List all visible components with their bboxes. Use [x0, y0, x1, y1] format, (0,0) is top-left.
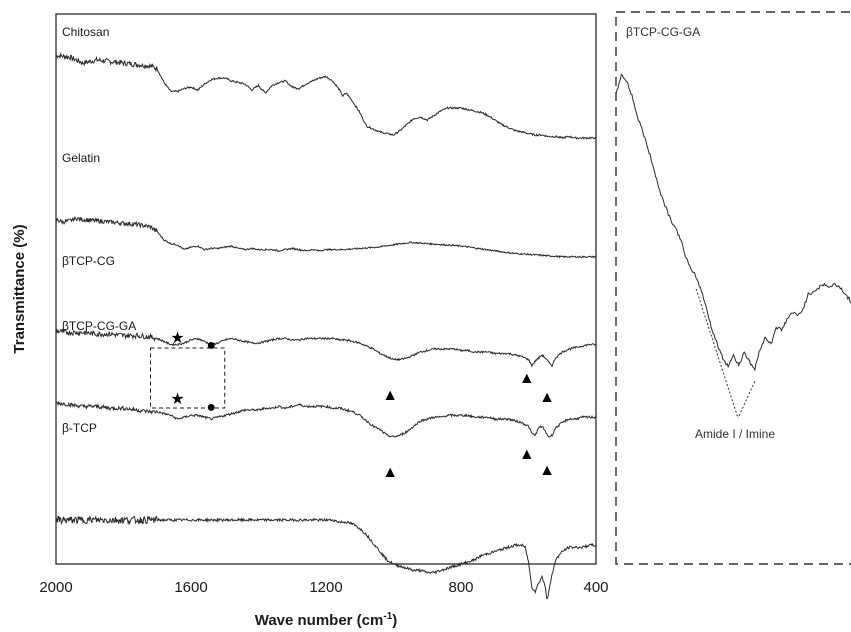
zoom-series-group [615, 73, 851, 372]
zoom-annotation-group: Amide I / Imine [695, 288, 775, 441]
x-tick-label: 1600 [174, 579, 207, 596]
peak-marker-triangle: ▲ [382, 387, 398, 404]
peak-marker-triangle: ▲ [539, 389, 555, 406]
zoom-panel-title: βTCP-CG-GA [626, 25, 700, 39]
series-labels-group: Chitosan Gelatin βTCP-CG βTCP-CG-GA β-TCP [62, 25, 136, 435]
x-tick-labels-group: 2000 1600 1200 800 400 [39, 579, 608, 596]
main-ftir-panel: Chitosan Gelatin βTCP-CG βTCP-CG-GA β-TCP ★ ●… [11, 13, 609, 629]
x-tick-label: 2000 [39, 579, 72, 596]
peak-markers-group: ★ ●▲▲▲★ ●▲▲▲ [170, 330, 555, 481]
series-label-gelatin: Gelatin [62, 151, 100, 165]
peak-marker-triangle: ▲ [519, 446, 535, 463]
series-label-tcp: β-TCP [62, 421, 97, 435]
series-line-tcp [55, 515, 597, 600]
x-axis-label-main: Wave number (cm [255, 612, 384, 629]
zoom-series-line-btcp-cg-ga [615, 73, 851, 372]
x-tick-label: 1200 [309, 579, 342, 596]
annotation-leader-line [737, 381, 756, 419]
zoom-panel-frame [615, 11, 851, 565]
x-axis-label-superscript: -1 [383, 611, 392, 622]
series-line-chitosan [55, 52, 597, 140]
x-tick-label: 800 [448, 579, 473, 596]
peak-marker-star: ★ [170, 391, 184, 408]
peak-marker-triangle: ▲ [539, 462, 555, 479]
peak-marker-triangle: ▲ [519, 370, 535, 387]
series-label-tcp-cg-ga: βTCP-CG-GA [62, 319, 136, 333]
zoom-highlight-box [150, 347, 226, 409]
main-series-group [55, 52, 597, 600]
x-axis-label-suffix: ) [392, 612, 397, 629]
series-line-tcp-cg [55, 328, 597, 368]
zoom-inset-panel: βTCP-CG-GA Amide I / Imine [615, 11, 851, 565]
x-tick-label: 400 [583, 579, 608, 596]
series-line-tcp-cg-ga [55, 400, 597, 438]
peak-marker-triangle: ▲ [382, 464, 398, 481]
series-label-chitosan: Chitosan [62, 25, 109, 39]
annotation-amide-imine: Amide I / Imine [695, 427, 775, 441]
peak-marker-circle: ● [206, 337, 216, 354]
main-plot-frame [55, 13, 597, 565]
y-axis-label: Transmittance (%) [11, 224, 28, 353]
series-label-tcp-cg: βTCP-CG [62, 254, 115, 268]
annotation-leader-line [695, 288, 739, 419]
series-line-gelatin [55, 216, 597, 259]
peak-marker-star: ★ [170, 330, 184, 347]
x-axis-label: Wave number (cm-1) [255, 611, 398, 629]
